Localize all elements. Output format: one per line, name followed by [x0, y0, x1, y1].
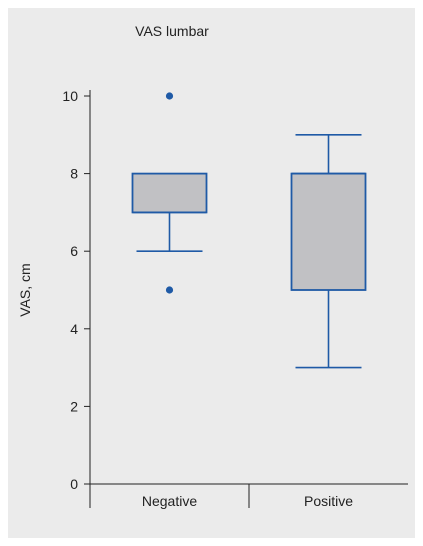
- outlier-point: [165, 286, 174, 294]
- y-axis-label: VAS, cm: [17, 263, 33, 316]
- box-iqr: [290, 172, 367, 291]
- boxplot-chart: VAS lumbar VAS, cm 0 2 4 6 8 10 Negative Positi…: [17, 23, 408, 509]
- x-tick-label: Positive: [304, 493, 353, 509]
- box-iqr: [131, 172, 208, 214]
- y-tick-label: 4: [70, 321, 78, 337]
- axes: 0 2 4 6 8 10 Negative Positive: [62, 88, 408, 509]
- y-tick-label: 0: [70, 476, 78, 492]
- y-tick-label: 8: [70, 166, 78, 182]
- y-tick-label: 10: [62, 88, 78, 104]
- x-tick-label: Negative: [142, 493, 197, 509]
- y-tick-label: 6: [70, 243, 78, 259]
- chart-title: VAS lumbar: [135, 23, 209, 39]
- outlier-point: [165, 92, 174, 100]
- chart-figure: VAS lumbar VAS, cm 0 2 4 6 8 10 Negative Positi…: [8, 8, 415, 538]
- box-negative: [131, 92, 208, 294]
- box-positive: [290, 134, 367, 369]
- y-tick-label: 2: [70, 398, 78, 414]
- plot-area: [131, 92, 367, 369]
